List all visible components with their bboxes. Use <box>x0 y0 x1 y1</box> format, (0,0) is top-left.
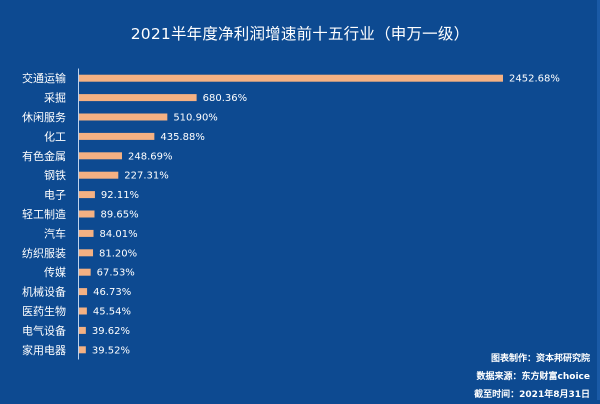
bar <box>79 210 95 218</box>
note-source: 数据来源：东方财富choice <box>476 372 590 382</box>
category-label: 轻工制造 <box>22 207 66 221</box>
value-label: 89.65% <box>100 210 138 221</box>
category-label: 采掘 <box>44 91 66 105</box>
value-label: 227.31% <box>124 171 169 182</box>
bar <box>79 307 87 315</box>
value-label: 248.69% <box>128 151 173 162</box>
category-label: 家用电器 <box>22 343 66 357</box>
bar <box>79 346 86 354</box>
bar <box>79 326 86 334</box>
note-as-of: 截至时间：2021年8月31日 <box>474 390 590 400</box>
bar <box>79 113 168 121</box>
category-label: 电子 <box>44 189 66 202</box>
value-label: 680.36% <box>203 93 248 104</box>
value-label: 84.01% <box>100 229 138 240</box>
bar <box>79 94 197 102</box>
bar <box>79 249 94 257</box>
value-label: 45.54% <box>93 307 131 318</box>
bar <box>79 229 94 237</box>
value-label: 435.88% <box>160 132 205 143</box>
chart-notes: 图表制作：资本邦研究院 数据来源：东方财富choice 截至时间：2021年8月… <box>474 350 590 404</box>
bar <box>79 288 88 296</box>
category-label: 机械设备 <box>22 285 66 299</box>
category-label: 传媒 <box>44 266 66 279</box>
value-label: 92.11% <box>101 190 139 201</box>
bar <box>79 268 91 276</box>
category-label: 交通运输 <box>22 71 66 85</box>
bar <box>79 74 503 82</box>
category-label: 医药生物 <box>22 304 66 318</box>
value-label: 39.52% <box>92 345 130 356</box>
category-label: 休闲服务 <box>22 110 66 124</box>
category-label: 有色金属 <box>22 149 66 163</box>
value-label: 39.62% <box>92 326 130 337</box>
chart-title: 2021半年度净利润增速前十五行业（申万一级） <box>130 25 470 43</box>
bar <box>79 152 122 160</box>
value-label: 81.20% <box>99 248 137 259</box>
value-label: 2452.68% <box>509 74 560 85</box>
category-label: 汽车 <box>44 226 66 240</box>
value-label: 46.73% <box>93 287 131 298</box>
bar <box>79 191 95 199</box>
category-label: 电气设备 <box>22 323 66 337</box>
value-label: 67.53% <box>97 268 135 279</box>
note-made-by: 图表制作：资本邦研究院 <box>490 354 590 364</box>
category-label: 化工 <box>44 129 66 143</box>
category-label: 纺织服装 <box>22 246 66 260</box>
right-edge-strip <box>597 0 600 400</box>
category-label: 钢铁 <box>44 169 66 182</box>
bar <box>79 132 155 140</box>
bar <box>79 171 119 179</box>
value-label: 510.90% <box>173 113 218 124</box>
